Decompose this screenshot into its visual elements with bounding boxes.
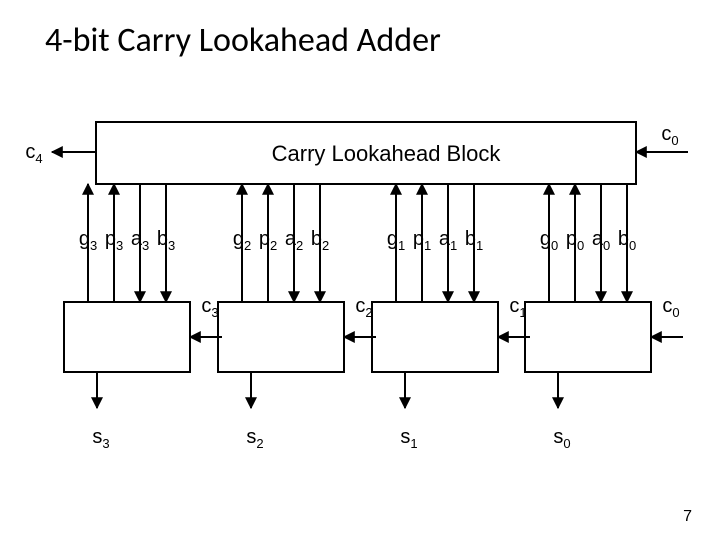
input-label-p2: p2: [259, 228, 277, 253]
input-label-g2: g2: [233, 228, 251, 253]
page-number: 7: [683, 508, 692, 526]
lookahead-block-label: Carry Lookahead Block: [272, 141, 502, 166]
sum-label-0: s0: [553, 426, 570, 451]
input-label-b3: b3: [157, 228, 175, 253]
input-label-a1: a1: [439, 228, 457, 253]
adder-diagram: Carry Lookahead Block c4 c0 g3 p3 a3 b3 c3 s3 g2 p…: [0, 0, 720, 540]
carry-label-3: c3: [201, 295, 218, 320]
sum-label-2: s2: [246, 426, 263, 451]
input-label-p1: p1: [413, 228, 431, 253]
title-text: 4-bit Carry Lookahead Adder: [45, 20, 441, 61]
page-number-text: 7: [683, 508, 692, 525]
input-label-a0: a0: [592, 228, 610, 253]
sum-label-3: s3: [92, 426, 109, 451]
input-label-g3: g3: [79, 228, 97, 253]
c-in-label: c0: [661, 123, 678, 148]
carry-label-0: c0: [662, 295, 679, 320]
carry-label-2: c2: [355, 295, 372, 320]
input-label-b1: b1: [465, 228, 483, 253]
input-label-b0: b0: [618, 228, 636, 253]
input-label-a2: a2: [285, 228, 303, 253]
input-label-g0: g0: [540, 228, 558, 253]
input-label-p3: p3: [105, 228, 123, 253]
input-label-g1: g1: [387, 228, 405, 253]
input-label-b2: b2: [311, 228, 329, 253]
sum-label-1: s1: [400, 426, 417, 451]
input-label-p0: p0: [566, 228, 584, 253]
c-out-label: c4: [25, 141, 42, 166]
input-label-a3: a3: [131, 228, 149, 253]
page-title: 4-bit Carry Lookahead Adder: [45, 20, 441, 61]
